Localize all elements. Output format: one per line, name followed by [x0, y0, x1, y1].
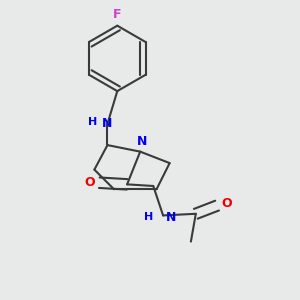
- Text: H: H: [88, 117, 98, 127]
- Text: F: F: [113, 8, 122, 21]
- Text: H: H: [144, 212, 153, 222]
- Text: O: O: [221, 197, 232, 211]
- Text: N: N: [136, 135, 147, 148]
- Text: N: N: [102, 117, 113, 130]
- Text: N: N: [167, 211, 177, 224]
- Text: O: O: [85, 176, 95, 189]
